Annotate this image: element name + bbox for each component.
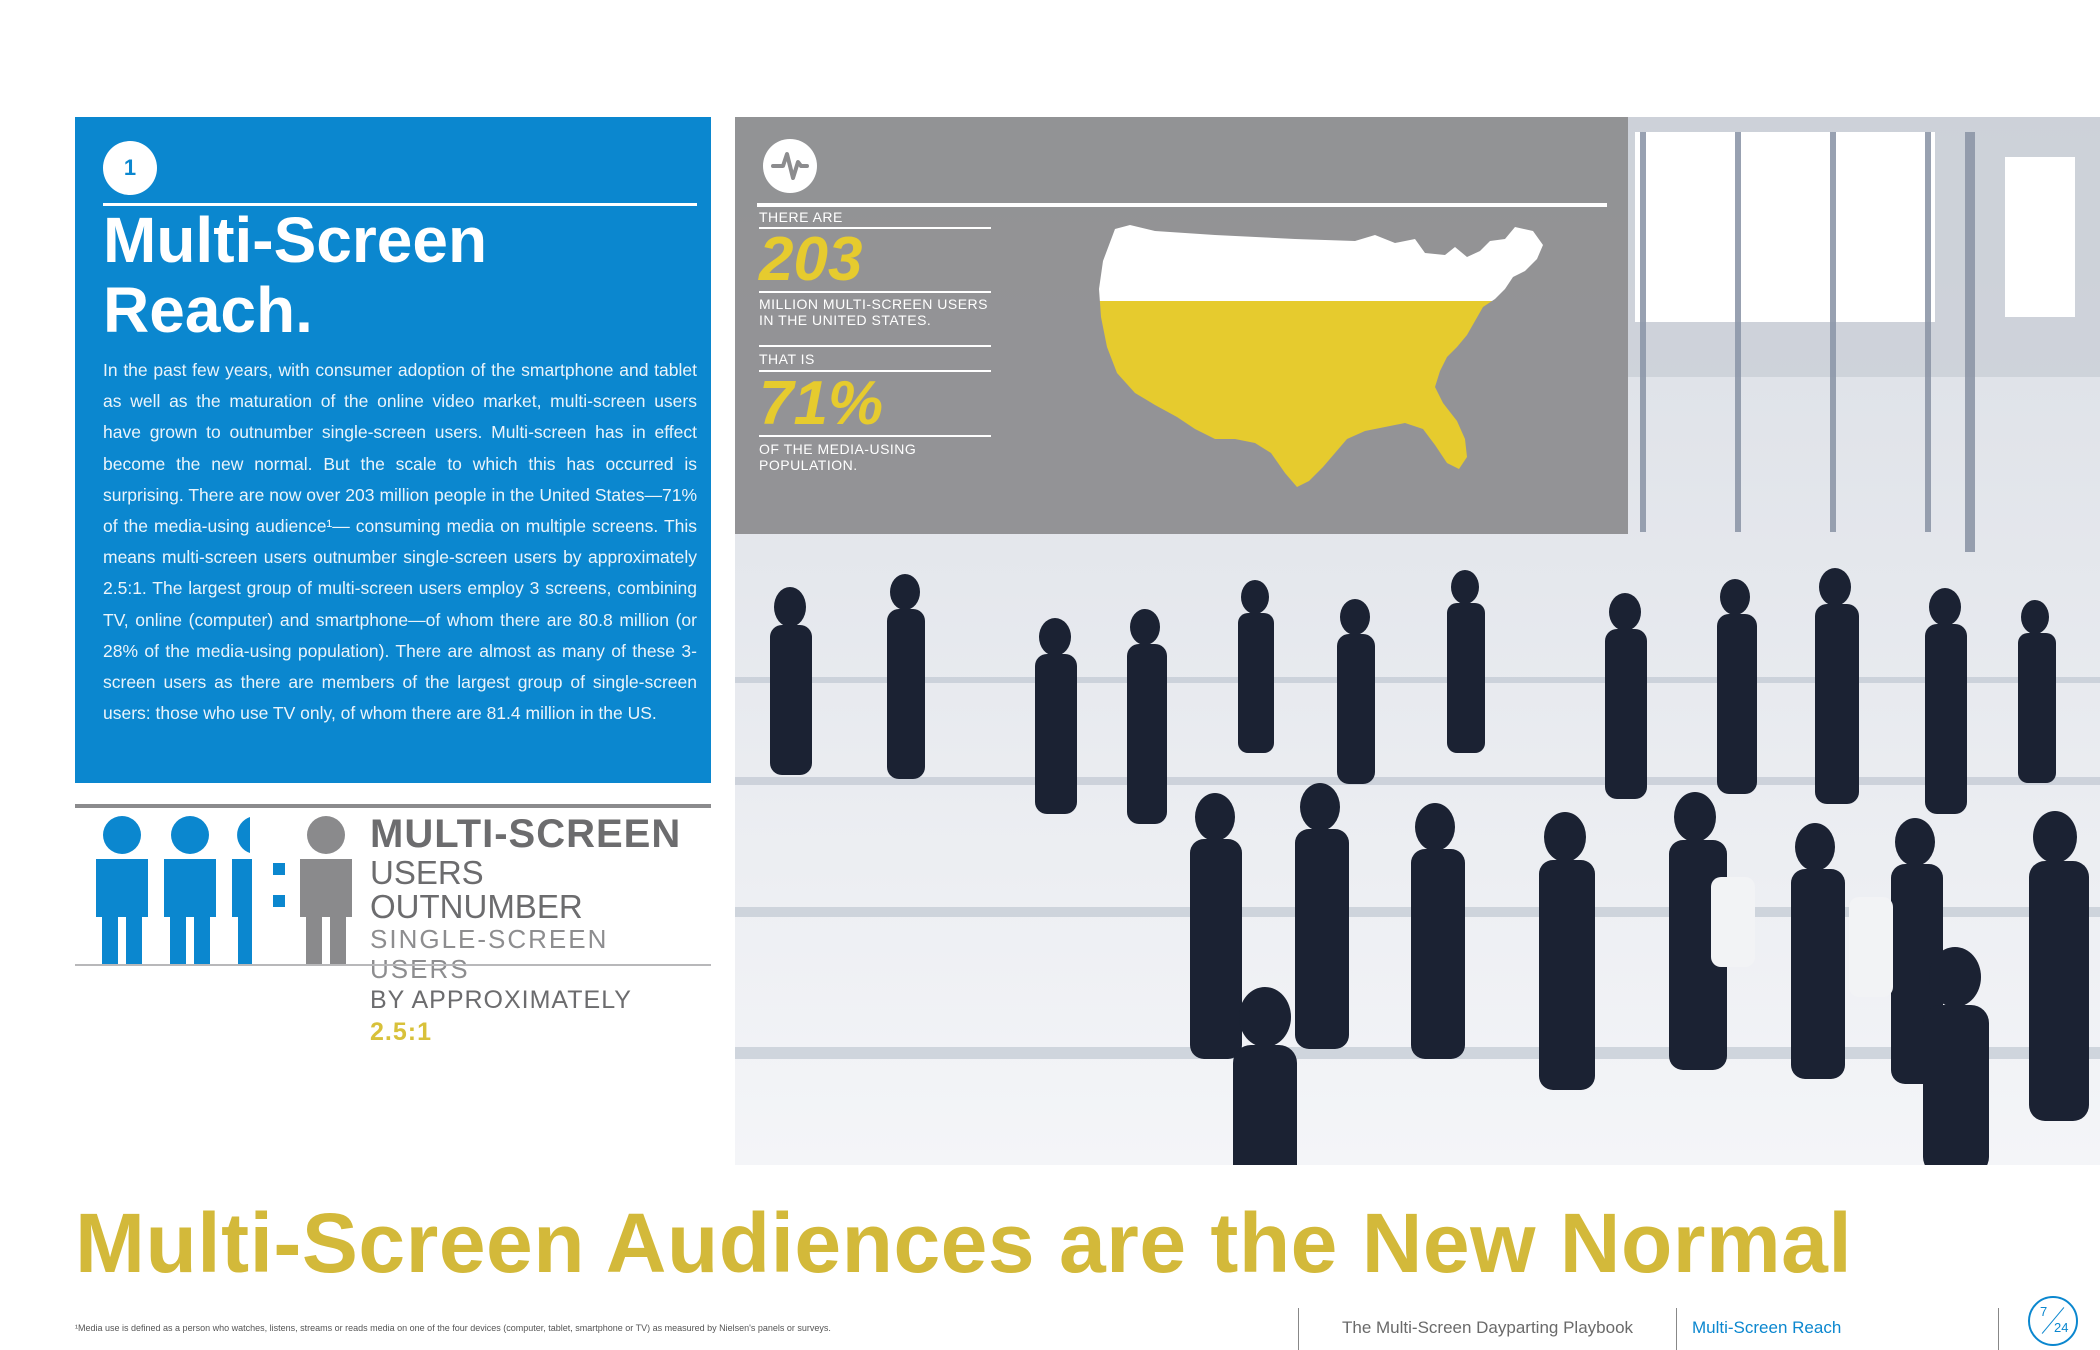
- section-number: 1: [103, 141, 157, 195]
- footnote: ¹Media use is defined as a person who wa…: [75, 1323, 831, 1333]
- pulse-icon: [763, 139, 817, 193]
- divider: [1298, 1308, 1299, 1350]
- stat2-label: THAT IS: [759, 351, 815, 367]
- stat2-value: 71%: [759, 369, 884, 438]
- section-body: In the past few years, with consumer ado…: [103, 360, 697, 724]
- us-map-icon: [1099, 225, 1543, 487]
- divider: [103, 203, 697, 206]
- divider: [75, 804, 711, 808]
- divider: [75, 964, 711, 966]
- page-number: 7: [2040, 1304, 2048, 1319]
- section-title: Multi-Screen Reach.: [103, 205, 697, 345]
- stat1-description: MILLION MULTI-SCREEN USERS IN THE UNITED…: [759, 296, 988, 328]
- section-title-line1: Multi-Screen: [103, 204, 488, 276]
- stats-panel: THERE ARE 203 MILLION MULTI-SCREEN USERS…: [735, 117, 1628, 534]
- infographic-ratio: 2.5:1: [370, 1018, 432, 1046]
- intro-panel: 1 Multi-Screen Reach. In the past few ye…: [75, 117, 711, 783]
- divider: [1998, 1308, 1999, 1350]
- infographic-caption: MULTI-SCREEN USERS OUTNUMBER SINGLE-SCRE…: [370, 812, 700, 1048]
- page-number-badge: 7 24: [2028, 1296, 2078, 1346]
- multi-screen-person-icon: [96, 816, 148, 965]
- divider: [757, 203, 1607, 207]
- infographic-line3: SINGLE-SCREEN USERS: [370, 924, 609, 984]
- divider: [1676, 1308, 1677, 1350]
- stat1-value: 203: [759, 225, 863, 294]
- infographic-line1: MULTI-SCREEN: [370, 812, 682, 856]
- infographic-line4-prefix: BY APPROXIMATELY: [370, 986, 632, 1014]
- page-headline: Multi-Screen Audiences are the New Norma…: [75, 1196, 1853, 1290]
- divider: [759, 435, 991, 437]
- multi-screen-partial-person-icon: [232, 817, 285, 965]
- infographic-line2: USERS OUTNUMBER: [370, 854, 583, 925]
- multi-screen-person-icon: [164, 816, 216, 965]
- footer-book-title: The Multi-Screen Dayparting Playbook: [1342, 1318, 1634, 1337]
- crowd-photo: [735, 117, 2100, 1165]
- footer-section-title: Multi-Screen Reach: [1692, 1318, 1842, 1337]
- stat2-description: OF THE MEDIA-USING POPULATION.: [759, 441, 917, 473]
- single-screen-person-icon: [300, 816, 352, 965]
- stat1-label: THERE ARE: [759, 209, 843, 225]
- section-title-line2: Reach.: [103, 274, 313, 346]
- page-total: 24: [2054, 1320, 2069, 1335]
- infographic-line4: BY APPROXIMATELY 2.5:1: [370, 984, 700, 1048]
- divider: [759, 227, 991, 229]
- people-illustration: [96, 816, 352, 965]
- divider: [759, 291, 991, 293]
- divider: [759, 345, 991, 347]
- divider: [759, 370, 991, 372]
